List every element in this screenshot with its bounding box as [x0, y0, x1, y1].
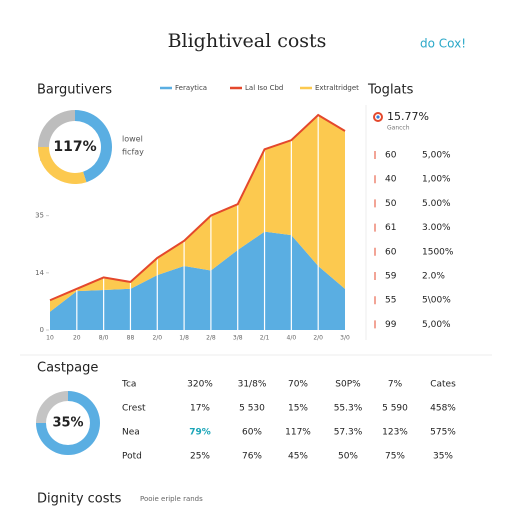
table-cell: 76%	[242, 452, 262, 462]
x-tick-label: 2/0	[152, 335, 162, 342]
table-cell: 117%	[285, 428, 311, 438]
cell: 50	[385, 199, 397, 209]
table-cell: 320%	[187, 380, 213, 390]
cell: 60	[385, 151, 397, 161]
line	[49, 113, 346, 302]
donut-slice	[75, 110, 112, 183]
y-tick-label: 14	[35, 269, 44, 277]
cell: 61	[385, 223, 396, 233]
cell: 1500%	[422, 247, 454, 257]
table-cell: 575%	[430, 428, 456, 438]
x-tick-label: 2/8	[206, 335, 216, 342]
donut-slice	[38, 110, 75, 147]
annotation: ficfay	[122, 148, 144, 157]
cell: 5,00%	[422, 151, 451, 161]
cell: 5\00%	[422, 296, 451, 306]
table-cell: 25%	[190, 452, 210, 462]
icon	[373, 112, 383, 122]
x-tick-label: 3/8	[233, 335, 243, 342]
legend-label: Extraltridget	[315, 84, 359, 92]
table-cell: 57.3%	[334, 428, 363, 438]
icon	[376, 115, 380, 119]
table-cell: 60%	[242, 428, 262, 438]
footer-title: Dignity costs	[37, 492, 122, 507]
cell: 99	[385, 320, 397, 330]
cell: 5.00%	[422, 199, 451, 209]
cell: 5,00%	[422, 320, 451, 330]
table-cell: 35%	[433, 452, 453, 462]
table-cell: 17%	[190, 404, 210, 414]
cell: 40	[385, 175, 397, 185]
table-cell: 55.3%	[334, 404, 363, 414]
x-tick-label: 1/8	[179, 335, 189, 342]
headline: 15.77%	[387, 110, 429, 123]
table-cell: 50%	[338, 452, 358, 462]
cell: 1,00%	[422, 175, 451, 185]
x-tick-label: 8/0	[99, 335, 109, 342]
x-tick-label: 20	[73, 335, 81, 342]
table-cell: 31/8%	[238, 380, 267, 390]
cell: 55	[385, 296, 396, 306]
annotation: lowel	[122, 135, 143, 144]
x-tick-label: 10	[46, 335, 54, 342]
donut-label: 117%	[53, 139, 96, 155]
chart-title: Bargutivers	[37, 83, 112, 98]
donut-slice	[36, 391, 100, 455]
page-title: Blightiveal costs	[168, 30, 327, 52]
table-cell: 70%	[288, 380, 308, 390]
table-cell: 45%	[288, 452, 308, 462]
area	[50, 115, 345, 312]
table-cell: Cates	[430, 380, 456, 390]
y-tick-label: 0	[40, 326, 44, 334]
cell: 60	[385, 247, 397, 257]
area	[50, 231, 345, 330]
donut-slice	[36, 391, 68, 423]
subtext: Gancch	[387, 125, 410, 132]
section-title: Castpage	[37, 361, 98, 376]
x-tick-label: 2/0	[313, 335, 323, 342]
table-cell: Crest	[122, 404, 146, 414]
top-link[interactable]: do Cox!	[420, 37, 466, 51]
x-tick-label: 4/0	[287, 335, 297, 342]
table-cell: 15%	[288, 404, 308, 414]
table-cell: S0P%	[335, 380, 361, 390]
legend-label: Lal Iso Cbd	[245, 84, 283, 92]
footer-note: Pooie eriple rands	[140, 495, 203, 503]
table-cell: Nea	[122, 428, 140, 438]
cell: 3.00%	[422, 223, 451, 233]
table-cell: 458%	[430, 404, 456, 414]
table-cell: 5 590	[382, 404, 408, 414]
cell: 59	[385, 272, 397, 282]
table-cell: 75%	[385, 452, 405, 462]
panel-title: Toglats	[367, 83, 414, 98]
cell: 2.0%	[422, 272, 445, 282]
legend-label: Feraytica	[175, 84, 207, 92]
x-tick-label: 3/0	[340, 335, 350, 342]
table-cell: Potd	[122, 452, 142, 462]
table-cell: 7%	[388, 380, 403, 390]
table-cell: 123%	[382, 428, 408, 438]
x-tick-label: 2/1	[260, 335, 270, 342]
table-cell: 5 530	[239, 404, 265, 414]
x-tick-label: 88	[127, 335, 135, 342]
donut-label: 35%	[52, 416, 83, 431]
table-cell: Tca	[121, 380, 136, 390]
y-tick-label: 35	[35, 212, 44, 220]
donut-slice	[38, 147, 87, 184]
table-cell: 79%	[189, 428, 211, 438]
